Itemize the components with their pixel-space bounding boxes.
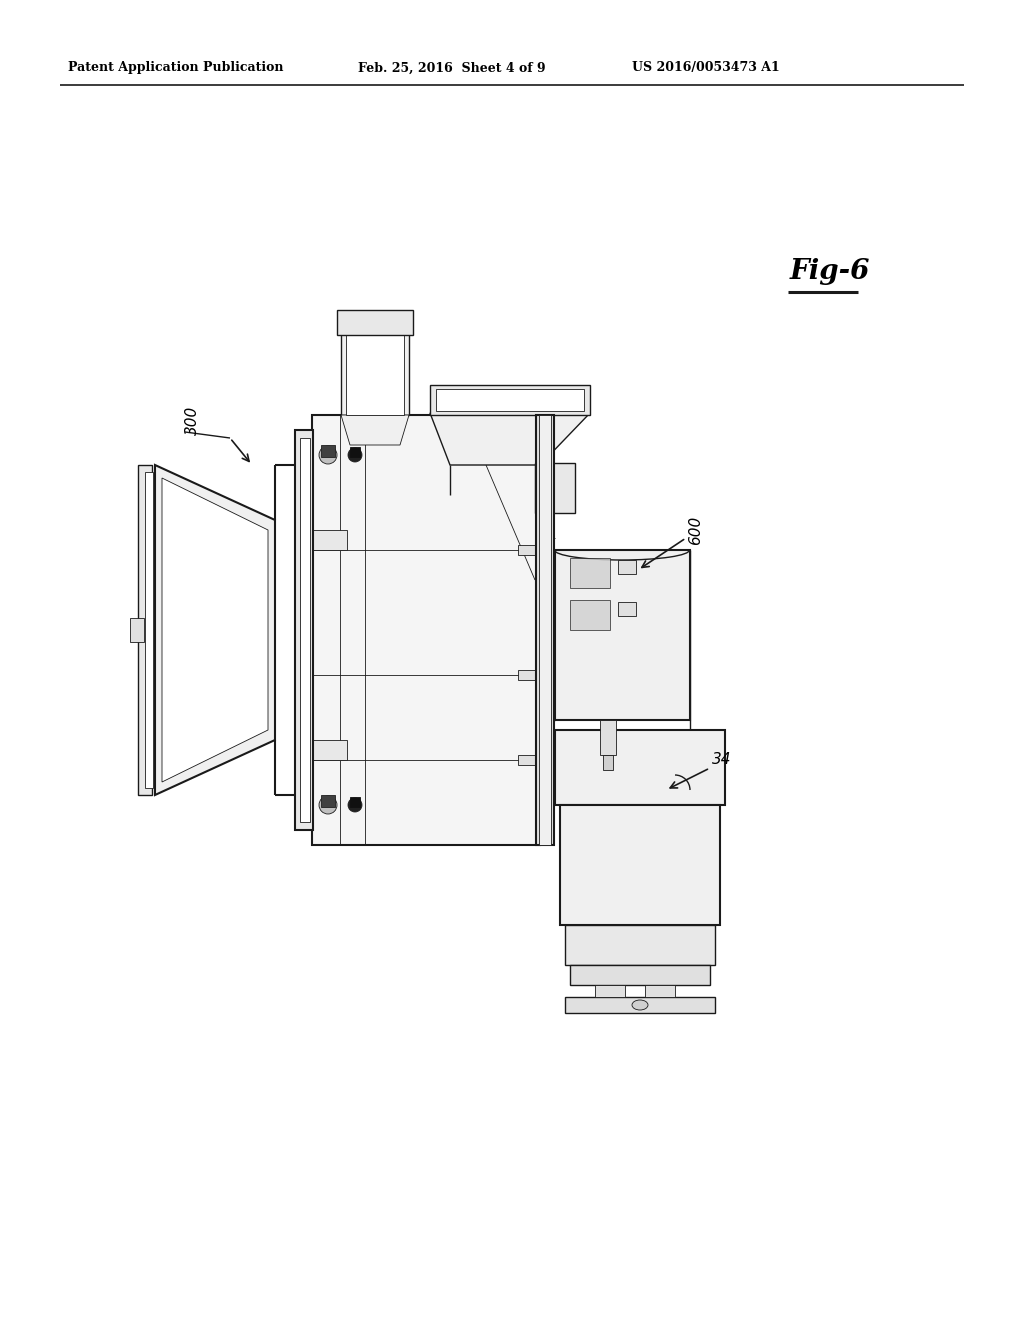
Bar: [350, 447, 360, 457]
Bar: [603, 755, 613, 770]
Ellipse shape: [319, 796, 337, 814]
Text: Fig-6: Fig-6: [790, 257, 870, 285]
Polygon shape: [341, 414, 409, 445]
Text: 600: 600: [688, 515, 703, 545]
Bar: [430, 385, 590, 414]
Bar: [350, 797, 360, 807]
Bar: [312, 414, 540, 845]
Bar: [539, 414, 551, 845]
Bar: [312, 741, 347, 760]
Bar: [570, 558, 610, 587]
Bar: [341, 330, 409, 414]
Bar: [595, 985, 625, 997]
Bar: [536, 414, 554, 845]
Bar: [138, 465, 152, 795]
Bar: [570, 965, 710, 985]
Bar: [518, 545, 536, 554]
Polygon shape: [162, 478, 268, 781]
Bar: [321, 445, 335, 457]
Bar: [560, 805, 720, 925]
Bar: [518, 755, 536, 766]
Bar: [145, 473, 153, 788]
Bar: [645, 985, 675, 997]
Text: 34: 34: [712, 752, 731, 767]
Bar: [618, 602, 636, 616]
Bar: [565, 925, 715, 965]
Bar: [555, 550, 690, 719]
Bar: [300, 438, 310, 822]
Text: Feb. 25, 2016  Sheet 4 of 9: Feb. 25, 2016 Sheet 4 of 9: [358, 62, 546, 74]
Bar: [337, 310, 413, 335]
Bar: [130, 618, 144, 642]
Ellipse shape: [348, 799, 362, 812]
Bar: [570, 601, 610, 630]
Ellipse shape: [632, 1001, 648, 1010]
Bar: [618, 560, 636, 574]
Bar: [295, 430, 313, 830]
Bar: [346, 330, 404, 414]
Bar: [600, 719, 616, 755]
Ellipse shape: [348, 447, 362, 462]
Bar: [321, 795, 335, 807]
Text: 300: 300: [185, 405, 200, 434]
Bar: [312, 531, 347, 550]
Text: Patent Application Publication: Patent Application Publication: [68, 62, 284, 74]
Bar: [555, 730, 725, 805]
Ellipse shape: [319, 446, 337, 465]
Bar: [535, 463, 575, 513]
Polygon shape: [430, 413, 590, 465]
Bar: [565, 997, 715, 1012]
Text: US 2016/0053473 A1: US 2016/0053473 A1: [632, 62, 779, 74]
Bar: [518, 671, 536, 680]
Bar: [436, 389, 584, 411]
Polygon shape: [155, 465, 275, 795]
